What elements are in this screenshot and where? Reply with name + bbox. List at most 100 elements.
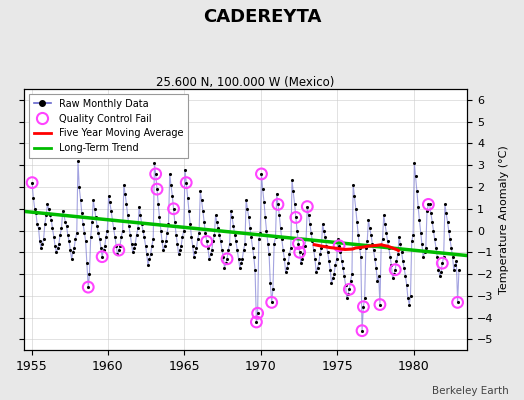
Point (402, 282, 411, 288)
Point (440, 254, 448, 260)
Point (83, 260, 91, 266)
Point (246, 225, 254, 232)
Point (307, 230, 315, 236)
Point (288, 177, 296, 184)
Point (158, 238, 166, 245)
Point (292, 214, 300, 221)
Point (85, 271, 94, 277)
Point (446, 236, 454, 242)
Point (126, 232, 135, 238)
Point (452, 258, 461, 264)
Point (341, 282, 350, 288)
Point (233, 247, 242, 253)
Point (352, 206, 360, 212)
Point (121, 190, 129, 197)
Point (167, 182, 175, 188)
Point (238, 256, 246, 262)
Point (106, 199, 114, 206)
Point (150, 160, 159, 166)
Point (435, 273, 444, 280)
Point (377, 242, 385, 249)
Point (155, 214, 163, 221)
Point (242, 197, 250, 203)
Point (414, 203, 422, 210)
Point (431, 236, 439, 242)
Point (298, 256, 307, 262)
Point (183, 195, 192, 201)
Point (387, 262, 396, 268)
Point (410, 160, 419, 166)
Point (97, 245, 105, 251)
Point (413, 188, 421, 194)
Point (193, 236, 202, 242)
Point (138, 221, 146, 227)
Point (204, 245, 212, 251)
Point (303, 203, 311, 210)
Point (157, 227, 165, 234)
Point (281, 269, 290, 275)
Point (248, 245, 257, 251)
Point (302, 236, 310, 242)
Point (124, 212, 132, 218)
Point (220, 264, 228, 271)
Point (437, 269, 445, 275)
Point (303, 203, 311, 210)
Point (154, 201, 162, 208)
Point (335, 242, 343, 249)
Point (68, 256, 76, 262)
Point (269, 286, 277, 292)
Point (173, 240, 181, 247)
Point (320, 227, 328, 234)
Point (214, 225, 222, 232)
Point (271, 234, 280, 240)
Point (388, 275, 397, 282)
Point (178, 234, 187, 240)
Point (50, 234, 58, 240)
Point (190, 254, 198, 260)
Point (274, 201, 282, 208)
Point (279, 247, 287, 253)
Point (79, 221, 87, 227)
Point (370, 256, 379, 262)
Point (272, 190, 281, 197)
Point (287, 245, 295, 251)
Point (331, 262, 340, 268)
Point (391, 266, 399, 273)
Point (312, 269, 320, 275)
Point (210, 232, 219, 238)
Point (113, 251, 122, 258)
Point (411, 173, 420, 179)
Point (222, 260, 230, 266)
Point (417, 230, 425, 236)
Point (397, 249, 406, 256)
Point (28, 180, 36, 186)
Point (267, 299, 276, 306)
Point (191, 249, 200, 256)
Point (46, 212, 54, 218)
Point (128, 249, 137, 256)
Point (104, 192, 113, 199)
Point (425, 201, 434, 208)
Point (202, 238, 211, 245)
Point (140, 234, 148, 240)
Point (131, 240, 139, 247)
Point (192, 245, 201, 251)
Point (453, 299, 462, 306)
Point (310, 247, 318, 253)
Point (94, 230, 103, 236)
Point (236, 264, 244, 271)
Point (54, 240, 63, 247)
Point (71, 236, 80, 242)
Point (418, 240, 426, 247)
Title: 25.600 N, 100.000 W (Mexico): 25.600 N, 100.000 W (Mexico) (156, 76, 335, 89)
Point (92, 214, 100, 221)
Point (449, 254, 457, 260)
Point (243, 206, 252, 212)
Point (102, 234, 110, 240)
Point (265, 251, 274, 258)
Point (451, 262, 460, 268)
Point (376, 301, 384, 308)
Point (38, 240, 47, 247)
Point (241, 240, 249, 247)
Point (51, 242, 59, 249)
